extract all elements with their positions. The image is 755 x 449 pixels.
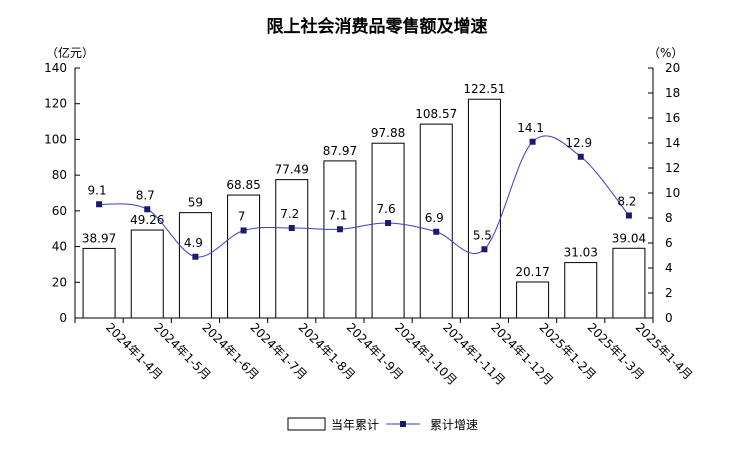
growth-value-label: 7.1 [328,208,347,222]
growth-marker [529,138,536,145]
bar-value-label: 108.57 [415,107,457,121]
bar-value-label: 77.49 [275,163,309,177]
right-tick-label: 2 [665,286,673,300]
right-tick-label: 14 [665,136,680,150]
left-tick-label: 20 [52,275,67,289]
bar [467,98,501,319]
right-tick-label: 0 [665,311,673,325]
left-axis-unit: （亿元） [46,45,94,60]
growth-marker [144,206,151,213]
right-tick-label: 16 [665,111,680,125]
left-tick-label: 100 [44,132,67,146]
growth-value-label: 14.1 [517,121,544,135]
bar-value-label: 87.97 [323,144,357,158]
legend-bar-label: 当年累计 [331,418,379,432]
growth-labels: 9.1 8.7 4.9 7 7.2 7.1 7.6 6.9 5.5 14.1 12.9 8.2 [88,121,637,250]
bar [612,247,646,319]
legend: 当年累计 累计增速 [287,417,478,432]
growth-marker [192,253,199,260]
growth-value-label: 12.9 [565,136,592,150]
left-axis-ticks: 0 20 40 60 80 100 120 140 [44,61,80,325]
bar [130,229,164,319]
bar-value-label: 122.51 [463,82,505,96]
right-axis-unit: （%） [648,46,683,60]
left-tick-label: 0 [59,311,67,325]
bar [323,160,357,319]
growth-value-label: 7 [238,210,246,224]
legend-line-label: 累计增速 [430,418,478,432]
bar [419,123,453,319]
growth-value-label: 6.9 [425,211,444,225]
left-tick-label: 120 [44,97,67,111]
growth-marker [481,246,488,253]
left-tick-label: 80 [52,168,67,182]
growth-markers [96,138,632,260]
right-tick-label: 6 [665,236,673,250]
growth-value-label: 9.1 [88,183,107,197]
bar-value-label: 39.04 [612,231,646,245]
bar-value-label: 97.88 [371,126,405,140]
right-tick-label: 8 [665,211,673,225]
left-tick-label: 140 [44,61,67,75]
bar-value-label: 31.03 [564,246,598,260]
x-axis-ticks: 2024年1-4月2024年1-5月2024年1-6月2024年1-7月2024… [74,318,695,388]
growth-marker [288,225,295,231]
growth-value-label: 4.9 [184,236,203,250]
right-tick-label: 10 [665,186,680,200]
bar-labels: 38.9749.265968.8577.4987.9797.88108.5712… [82,82,646,279]
left-tick-label: 40 [52,240,67,254]
bar [564,262,598,319]
growth-value-label: 7.6 [377,202,396,216]
bar [275,179,309,319]
bar-value-label: 59 [188,196,203,210]
right-axis-ticks: 0 2 4 6 8 10 12 14 16 18 20 [648,61,680,325]
growth-marker [336,226,343,233]
bar-value-label: 38.97 [82,231,116,245]
right-tick-label: 12 [665,161,680,175]
bar [371,142,405,319]
growth-marker [240,227,247,234]
legend-bar-swatch [287,417,326,431]
growth-value-label: 7.2 [280,207,299,221]
bar-value-label: 68.85 [226,178,260,192]
right-tick-label: 20 [665,61,680,75]
growth-marker [625,212,632,219]
bar-value-label: 20.17 [515,265,549,279]
growth-line [99,135,630,258]
growth-marker [577,153,584,160]
right-tick-label: 18 [665,86,680,100]
right-tick-label: 4 [665,261,673,275]
growth-value-label: 8.2 [617,195,636,209]
bar [82,247,116,319]
left-tick-label: 60 [52,204,67,218]
growth-value-label: 5.5 [473,228,492,242]
growth-marker [96,201,103,208]
growth-marker [433,228,440,235]
growth-value-label: 8.7 [136,188,155,202]
chart-title: 限上社会消费品零售额及增速 [267,16,488,37]
bar-series [82,98,646,319]
bar [516,281,550,319]
bar [178,212,212,319]
legend-line-marker [400,421,406,427]
growth-marker [385,220,392,226]
bar [227,194,261,319]
